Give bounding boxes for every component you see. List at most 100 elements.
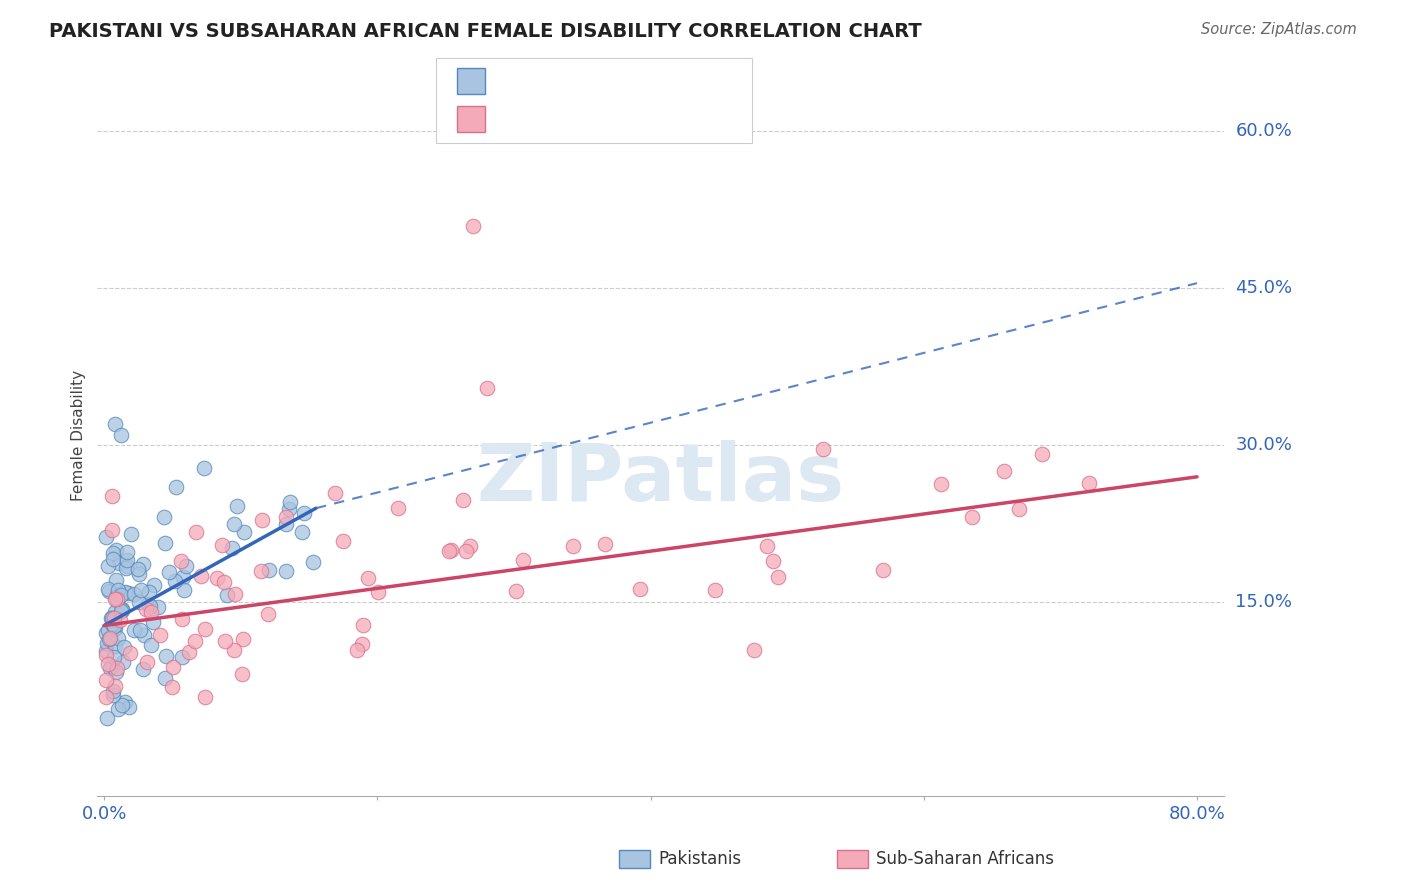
Point <box>108 557 131 571</box>
Point <box>103 611 125 625</box>
Point <box>172 570 194 584</box>
Point <box>458 540 481 554</box>
Text: 60.0%: 60.0% <box>1236 122 1292 140</box>
Point <box>107 582 129 597</box>
Point <box>97 657 120 672</box>
Point <box>157 566 180 580</box>
Point <box>505 584 527 599</box>
Text: Source: ZipAtlas.com: Source: ZipAtlas.com <box>1201 22 1357 37</box>
Point <box>155 649 177 664</box>
Point <box>1008 502 1031 516</box>
Point <box>118 700 141 714</box>
Point <box>232 632 254 646</box>
Point <box>367 585 389 599</box>
Point <box>98 632 121 646</box>
Point <box>97 623 120 637</box>
Point <box>122 624 145 638</box>
Point <box>142 615 165 629</box>
Point <box>118 646 141 660</box>
Point <box>101 523 124 537</box>
Point <box>593 537 616 551</box>
Point <box>172 649 194 664</box>
Point <box>292 507 315 521</box>
Point <box>98 584 121 599</box>
Point <box>811 442 834 457</box>
Point <box>332 534 354 549</box>
Point <box>111 603 134 617</box>
Point <box>352 618 374 632</box>
Point <box>101 688 124 702</box>
Point <box>768 570 790 584</box>
Point <box>274 516 297 531</box>
Point <box>628 582 651 596</box>
Point <box>215 588 238 602</box>
Text: Pakistanis: Pakistanis <box>658 850 741 868</box>
Point <box>252 513 274 527</box>
Point <box>259 563 281 577</box>
Point <box>114 695 136 709</box>
Point <box>1077 475 1099 490</box>
Point <box>103 650 125 665</box>
Point <box>139 599 162 613</box>
Point <box>190 569 212 583</box>
Point <box>101 546 124 560</box>
Point <box>170 554 193 568</box>
Point <box>101 551 124 566</box>
Point <box>278 501 301 516</box>
Point <box>162 660 184 674</box>
Point <box>104 605 127 619</box>
Point <box>98 631 121 645</box>
Text: ZIPatlas: ZIPatlas <box>477 440 845 518</box>
Point <box>114 585 136 599</box>
Point <box>357 571 380 585</box>
Point <box>104 592 127 607</box>
Text: N = 73: N = 73 <box>605 110 662 128</box>
Point <box>105 591 128 605</box>
Point <box>193 461 215 475</box>
Point <box>132 662 155 676</box>
Point <box>100 611 122 625</box>
Point <box>439 543 461 558</box>
Point <box>214 634 236 648</box>
Point <box>101 489 124 503</box>
Point <box>129 623 152 637</box>
Text: R = 0.220: R = 0.220 <box>496 72 579 90</box>
Point <box>323 486 346 500</box>
Point <box>104 621 127 635</box>
Point <box>224 643 246 657</box>
Point <box>153 510 176 524</box>
Point <box>148 600 170 615</box>
Point <box>221 541 243 555</box>
Point <box>128 567 150 582</box>
Point <box>142 577 165 591</box>
Point <box>301 555 323 569</box>
Point <box>278 495 301 509</box>
Point <box>103 684 125 698</box>
Point <box>155 535 177 549</box>
Point <box>105 665 128 680</box>
Text: R = 0.375: R = 0.375 <box>496 110 579 128</box>
Point <box>97 559 120 574</box>
Point <box>97 582 120 596</box>
Point <box>872 563 894 577</box>
Point <box>117 586 139 600</box>
Text: 30.0%: 30.0% <box>1236 436 1292 454</box>
Point <box>112 640 135 654</box>
Point <box>439 544 461 558</box>
Point <box>233 525 256 540</box>
Text: 15.0%: 15.0% <box>1236 593 1292 611</box>
Point <box>155 671 177 685</box>
Point <box>105 594 128 608</box>
Point <box>291 524 314 539</box>
Point <box>110 604 132 618</box>
Point <box>94 644 117 658</box>
Text: Sub-Saharan Africans: Sub-Saharan Africans <box>876 850 1054 868</box>
Point <box>103 640 125 654</box>
Point <box>762 554 785 568</box>
Point <box>122 587 145 601</box>
Point <box>107 631 129 645</box>
Point <box>165 574 187 588</box>
Point <box>115 553 138 567</box>
Point <box>249 564 271 578</box>
Point <box>132 557 155 571</box>
